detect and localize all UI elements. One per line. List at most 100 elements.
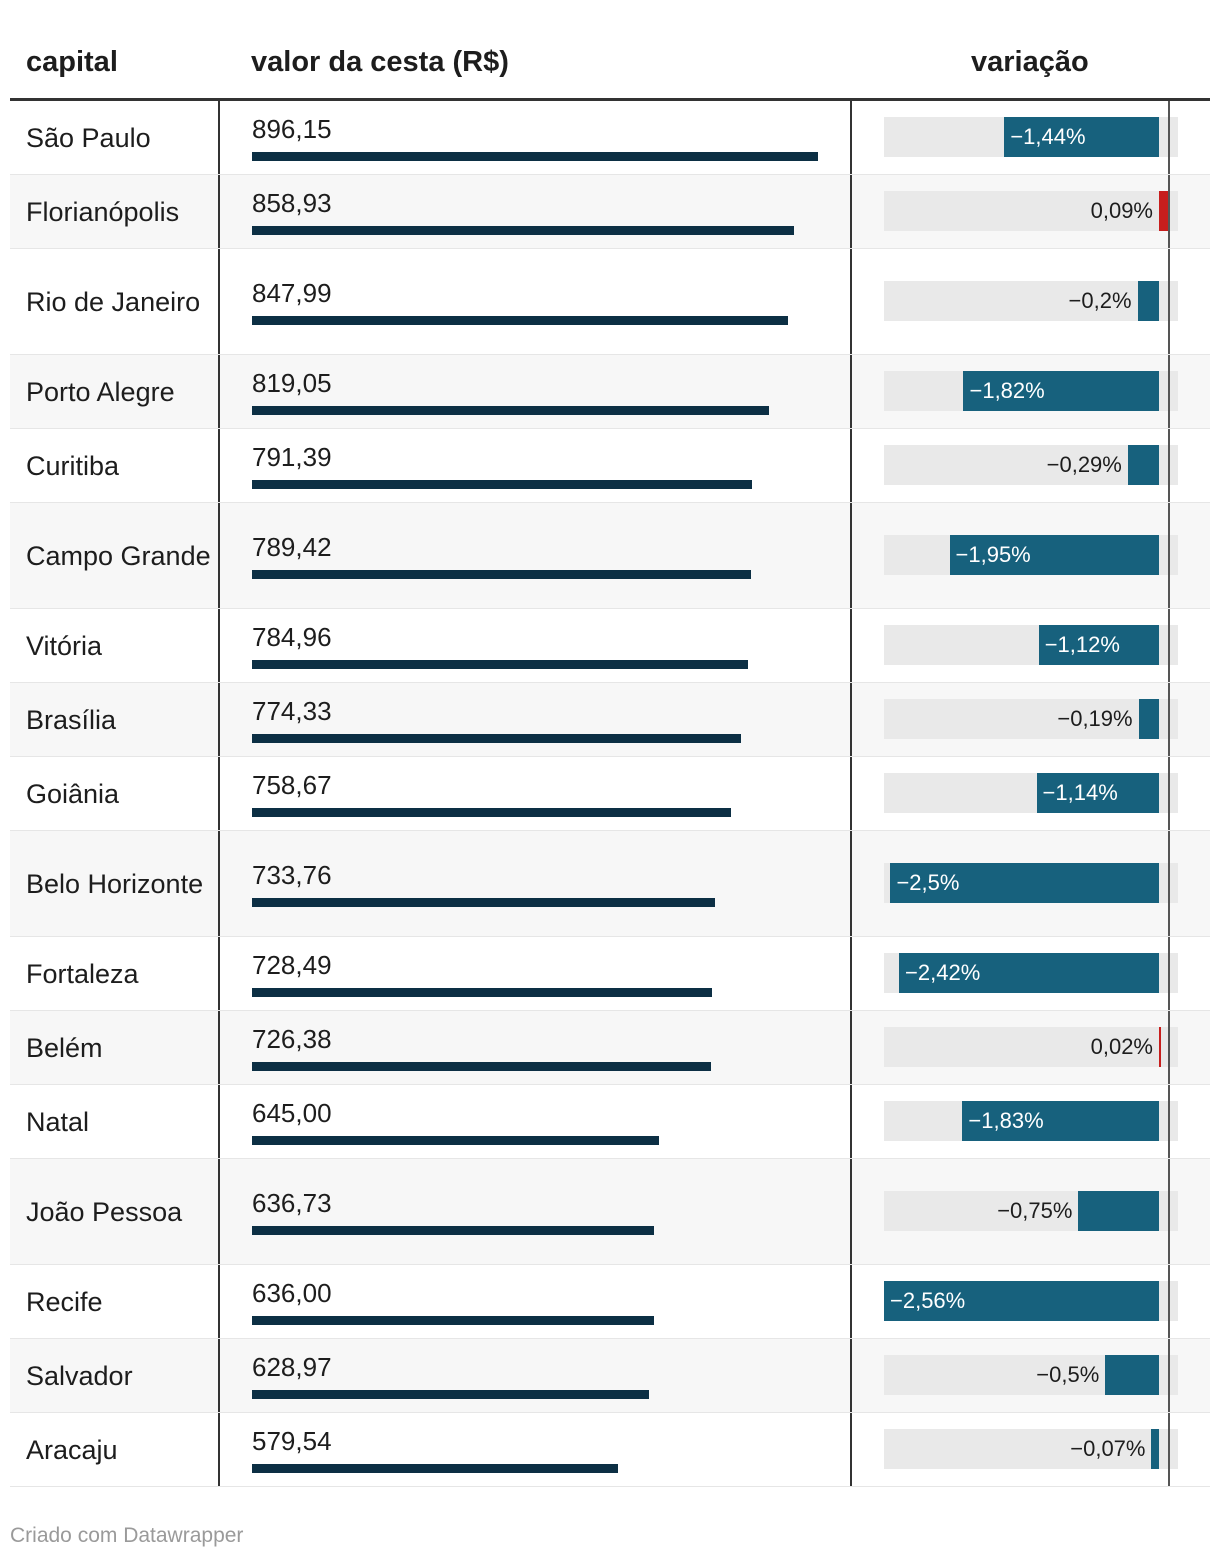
value-bar <box>252 570 751 579</box>
variation-label: −1,95% <box>955 542 1031 567</box>
value-label: 791,39 <box>252 442 332 472</box>
variation-bar <box>1004 117 1159 157</box>
table-row: Aracaju 579,54 −0,07% <box>10 1413 1210 1487</box>
table-row: São Paulo 896,15 −1,44% <box>10 101 1210 175</box>
table-row: Porto Alegre 819,05 −1,82% <box>10 355 1210 429</box>
column-divider <box>218 1011 220 1084</box>
table-row: Belém 726,38 0,02% <box>10 1011 1210 1085</box>
variation-label: −0,19% <box>1057 706 1133 731</box>
column-divider <box>218 101 220 174</box>
value-label: 858,93 <box>252 188 332 218</box>
variation-bar <box>1036 773 1159 813</box>
variation-label: −0,07% <box>1070 1436 1146 1461</box>
value-label: 645,00 <box>252 1098 332 1128</box>
value-bar <box>252 988 713 997</box>
variation-bar <box>1138 699 1159 739</box>
header-valor[interactable]: valor da cesta (R$) <box>251 46 509 78</box>
capital-cell: Fortaleza <box>26 958 139 989</box>
column-divider <box>850 1159 852 1264</box>
value-bar <box>252 152 818 161</box>
table-row: Vitória 784,96 −1,12% <box>10 609 1210 683</box>
capital-cell: Belém <box>26 1032 103 1063</box>
variation-label: −1,12% <box>1044 632 1120 657</box>
table-row: Fortaleza 728,49 −2,42% <box>10 937 1210 1011</box>
capital-cell: Belo Horizonte <box>26 868 204 899</box>
value-label: 636,73 <box>252 1188 332 1218</box>
value-label: 628,97 <box>252 1352 332 1382</box>
value-label: 579,54 <box>252 1426 332 1456</box>
capital-cell: João Pessoa <box>26 1196 183 1227</box>
value-label: 847,99 <box>252 278 332 308</box>
variation-bar <box>1127 445 1159 485</box>
variation-label: −0,2% <box>1068 288 1132 313</box>
capital-cell: Natal <box>26 1106 90 1137</box>
column-divider <box>218 175 220 248</box>
zero-line <box>1168 1159 1170 1264</box>
value-bar <box>252 734 742 743</box>
zero-line <box>1168 1265 1170 1338</box>
footer-credit[interactable]: Criado com Datawrapper <box>10 1524 244 1547</box>
zero-line <box>1168 503 1170 608</box>
variation-bar <box>949 535 1159 575</box>
variation-bar <box>1159 1027 1162 1067</box>
value-label: 733,76 <box>252 860 332 890</box>
table-row: Brasília 774,33 −0,19% <box>10 683 1210 757</box>
variation-bar <box>1151 1429 1159 1469</box>
zero-line <box>1168 1339 1170 1412</box>
capital-cell: Aracaju <box>26 1434 118 1465</box>
column-divider <box>850 1339 852 1412</box>
zero-line <box>1168 831 1170 936</box>
column-divider <box>850 101 852 174</box>
variation-bar <box>963 371 1159 411</box>
zero-line <box>1168 175 1170 248</box>
column-divider <box>218 1085 220 1158</box>
variation-label: −2,5% <box>896 870 960 895</box>
column-divider <box>218 503 220 608</box>
value-bar <box>252 1464 619 1473</box>
zero-line <box>1168 683 1170 756</box>
variation-bar <box>962 1101 1159 1141</box>
variation-bar <box>1137 281 1159 321</box>
header-capital[interactable]: capital <box>26 46 118 78</box>
value-bar <box>252 1136 660 1145</box>
column-divider <box>218 1413 220 1486</box>
variation-bar <box>1105 1355 1159 1395</box>
variation-label: −0,75% <box>997 1198 1073 1223</box>
value-bar <box>252 1390 650 1399</box>
column-divider <box>218 1159 220 1264</box>
value-bar <box>252 480 752 489</box>
value-bar <box>252 226 795 235</box>
table-row: Salvador 628,97 −0,5% <box>10 1339 1210 1413</box>
column-divider <box>218 757 220 830</box>
variation-bar <box>890 863 1159 903</box>
column-divider <box>218 355 220 428</box>
capital-cell: Goiânia <box>26 778 120 809</box>
variation-track <box>884 1027 1178 1067</box>
value-bar <box>252 316 788 325</box>
column-divider <box>850 831 852 936</box>
header-variacao[interactable]: variação <box>971 46 1089 78</box>
value-label: 784,96 <box>252 622 332 652</box>
zero-line <box>1168 429 1170 502</box>
value-label: 774,33 <box>252 696 332 726</box>
value-label: 636,00 <box>252 1278 332 1308</box>
capital-cell: São Paulo <box>26 122 151 153</box>
column-divider <box>850 757 852 830</box>
variation-label: −2,42% <box>905 960 981 985</box>
value-bar <box>252 1226 655 1235</box>
column-divider <box>850 1085 852 1158</box>
table-row: Curitiba 791,39 −0,29% <box>10 429 1210 503</box>
value-bar <box>252 898 716 907</box>
column-divider <box>850 937 852 1010</box>
zero-line <box>1168 101 1170 174</box>
column-divider <box>850 1011 852 1084</box>
variation-label: −1,83% <box>968 1108 1044 1133</box>
variation-label: 0,09% <box>1090 198 1153 223</box>
variation-bar <box>1038 625 1159 665</box>
column-divider <box>218 937 220 1010</box>
value-label: 726,38 <box>252 1024 332 1054</box>
variation-track <box>884 1429 1178 1469</box>
column-divider <box>850 1413 852 1486</box>
table-row: João Pessoa 636,73 −0,75% <box>10 1159 1210 1265</box>
column-divider <box>850 609 852 682</box>
